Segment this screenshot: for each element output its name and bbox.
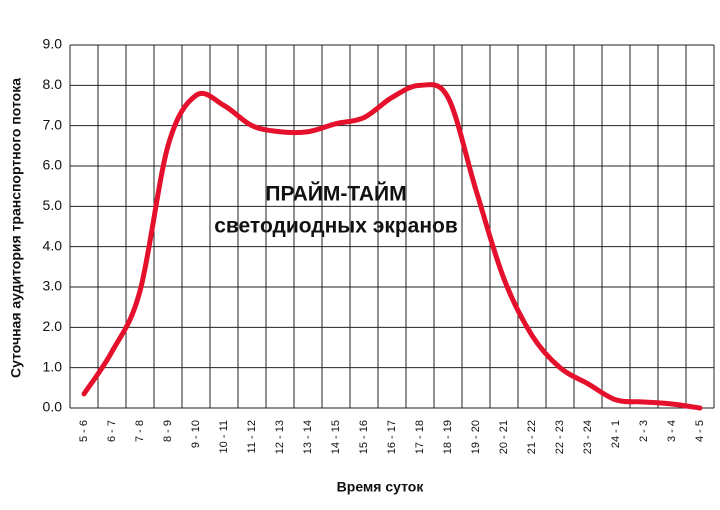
- y-tick-label: 4.0: [43, 237, 63, 253]
- x-tick-label: 19 - 20: [470, 420, 482, 454]
- x-tick-label: 14 - 15: [330, 420, 342, 454]
- y-tick-label: 2.0: [43, 318, 63, 334]
- x-tick-label: 9 - 10: [190, 420, 202, 448]
- x-tick-label: 15 - 16: [358, 420, 370, 454]
- x-tick-label: 24 - 1: [610, 420, 622, 448]
- x-tick-label: 3 - 4: [666, 420, 678, 442]
- x-tick-label: 10 - 11: [218, 420, 230, 453]
- annotation: ПРАЙМ-ТАЙМ: [265, 182, 406, 206]
- x-tick-label: 8 - 9: [162, 420, 174, 442]
- x-tick-label: 11 - 12: [246, 420, 258, 453]
- x-tick-label: 16 - 17: [386, 420, 398, 454]
- x-tick-label: 6 - 7: [106, 420, 118, 442]
- x-axis-label: Время суток: [337, 479, 425, 495]
- x-tick-label: 2 - 3: [638, 420, 650, 442]
- y-tick-label: 9.0: [43, 36, 63, 52]
- x-tick-label: 13 - 14: [302, 420, 314, 454]
- x-tick-label: 21 - 22: [526, 420, 538, 454]
- y-tick-label: 0.0: [43, 399, 63, 415]
- x-tick-label: 23 - 24: [582, 420, 594, 454]
- x-tick-label: 12 - 13: [274, 420, 286, 454]
- x-tick-label: 20 - 21: [498, 420, 510, 454]
- y-axis-label: Суточная аудитория транспортного потока: [8, 78, 24, 378]
- y-tick-label: 3.0: [43, 278, 63, 294]
- data-line: [81, 82, 703, 411]
- y-tick-label: 5.0: [43, 197, 63, 213]
- x-tick-label: 22 - 23: [554, 420, 566, 454]
- y-tick-label: 7.0: [43, 116, 63, 132]
- x-tick-label: 5 - 6: [78, 420, 90, 442]
- x-tick-label: 18 - 19: [442, 420, 454, 454]
- x-tick-label: 17 - 18: [414, 420, 426, 454]
- y-tick-label: 1.0: [43, 358, 63, 374]
- y-tick-label: 6.0: [43, 157, 63, 173]
- y-tick-label: 8.0: [43, 76, 63, 92]
- x-tick-label: 4 - 5: [694, 420, 706, 442]
- annotation: светодиодных экранов: [214, 215, 458, 238]
- x-tick-label: 7 - 8: [134, 420, 146, 442]
